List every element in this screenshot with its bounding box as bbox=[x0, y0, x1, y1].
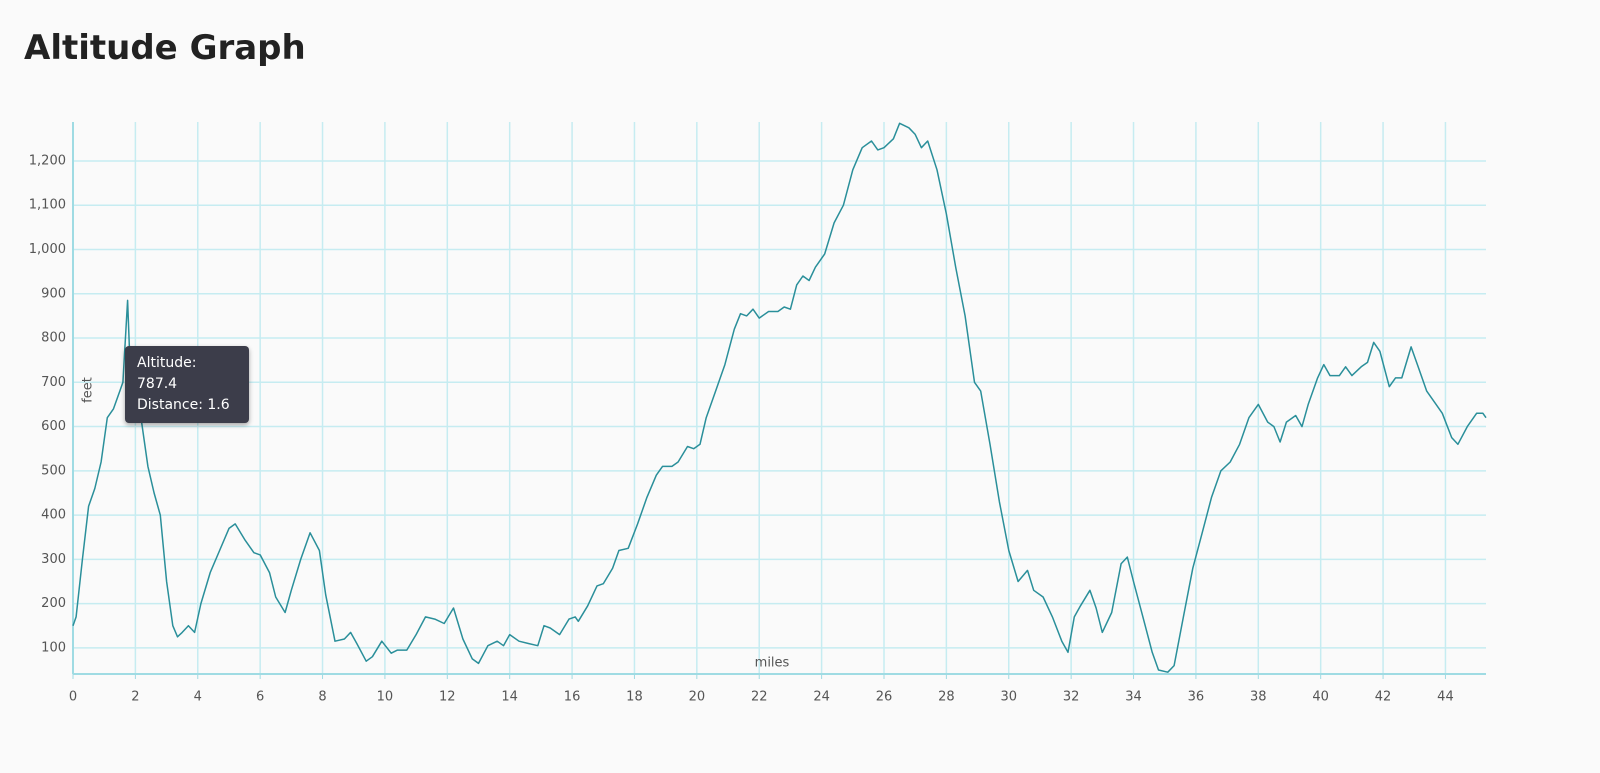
x-tick-label: 0 bbox=[69, 690, 77, 705]
y-tick-label: 200 bbox=[41, 596, 66, 611]
y-tick-label: 500 bbox=[41, 463, 66, 478]
x-tick-label: 4 bbox=[194, 690, 202, 705]
x-tick-label: 24 bbox=[813, 690, 830, 705]
x-tick-label: 44 bbox=[1437, 690, 1454, 705]
x-tick-label: 42 bbox=[1375, 690, 1392, 705]
x-tick-label: 30 bbox=[1000, 690, 1017, 705]
x-tick-label: 32 bbox=[1063, 690, 1080, 705]
x-tick-label: 16 bbox=[564, 690, 581, 705]
y-tick-label: 400 bbox=[41, 508, 66, 523]
x-tick-label: 38 bbox=[1250, 690, 1267, 705]
x-tick-label: 28 bbox=[938, 690, 955, 705]
y-tick-label: 800 bbox=[41, 331, 66, 346]
x-tick-label: 2 bbox=[131, 690, 139, 705]
x-tick-label: 8 bbox=[318, 690, 326, 705]
y-tick-label: 100 bbox=[41, 640, 66, 655]
x-tick-label: 6 bbox=[256, 690, 264, 705]
x-tick-label: 40 bbox=[1312, 690, 1329, 705]
x-tick-label: 22 bbox=[751, 690, 768, 705]
y-tick-label: 1,100 bbox=[29, 198, 66, 213]
x-tick-label: 26 bbox=[876, 690, 893, 705]
x-tick-label: 14 bbox=[501, 690, 518, 705]
y-tick-label: 600 bbox=[41, 419, 66, 434]
y-tick-label: 1,000 bbox=[29, 242, 66, 257]
tooltip-line: Altitude: 787.4 bbox=[137, 355, 197, 392]
y-tick-label: 1,200 bbox=[29, 153, 66, 168]
x-tick-label: 10 bbox=[377, 690, 394, 705]
y-tick-label: 900 bbox=[41, 286, 66, 301]
x-tick-label: 20 bbox=[689, 690, 706, 705]
altitude-line bbox=[72, 122, 1487, 673]
x-tick-label: 12 bbox=[439, 690, 456, 705]
tooltip-line: Distance: 1.6 bbox=[137, 397, 230, 413]
x-tick-label: 34 bbox=[1125, 690, 1142, 705]
x-tick-label: 18 bbox=[626, 690, 643, 705]
tooltip: Altitude: 787.4 Distance: 1.6 bbox=[125, 346, 249, 423]
y-tick-label: 700 bbox=[41, 375, 66, 390]
x-tick-label: 36 bbox=[1188, 690, 1205, 705]
x-axis-label: miles bbox=[755, 656, 790, 671]
chart-title: Altitude Graph bbox=[24, 28, 306, 68]
y-tick-label: 300 bbox=[41, 552, 66, 567]
y-axis-label: feet bbox=[81, 377, 96, 403]
